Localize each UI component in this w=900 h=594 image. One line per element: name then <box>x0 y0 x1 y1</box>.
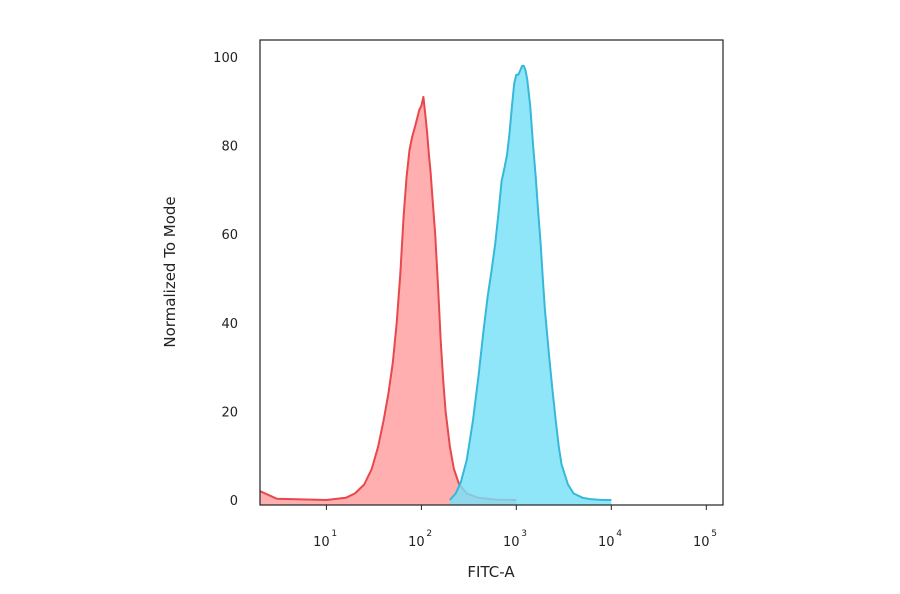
y-axis-ticks: 0 20 40 60 80 100 <box>213 51 238 509</box>
series-1-area <box>260 96 517 506</box>
y-tick-label: 40 <box>221 317 238 332</box>
x-tick-base: 10 <box>408 535 425 550</box>
series-2-area <box>449 65 612 506</box>
x-tick-exponent: 5 <box>711 529 717 539</box>
series-2-line <box>449 64 612 501</box>
x-tick-base: 10 <box>693 535 710 550</box>
x-tick-base: 10 <box>598 535 615 550</box>
x-tick-exponent: 1 <box>331 529 337 539</box>
x-tick-exponent: 4 <box>616 529 622 539</box>
series-1-line <box>259 95 517 501</box>
x-tick-base: 10 <box>503 535 520 550</box>
y-tick-label: 80 <box>221 140 238 155</box>
x-tick-base: 10 <box>313 535 330 550</box>
x-tick-exponent: 2 <box>426 529 432 539</box>
plot-frame <box>259 39 724 506</box>
series-layer <box>259 64 612 506</box>
y-axis-label: Normalized To Mode <box>161 196 179 347</box>
y-tick-label: 20 <box>221 405 238 420</box>
x-axis-label: FITC-A <box>467 563 515 581</box>
x-tick-exponent: 3 <box>521 529 527 539</box>
y-tick-label: 60 <box>221 228 238 243</box>
y-tick-label: 100 <box>213 51 238 66</box>
y-tick-label: 0 <box>230 494 238 509</box>
